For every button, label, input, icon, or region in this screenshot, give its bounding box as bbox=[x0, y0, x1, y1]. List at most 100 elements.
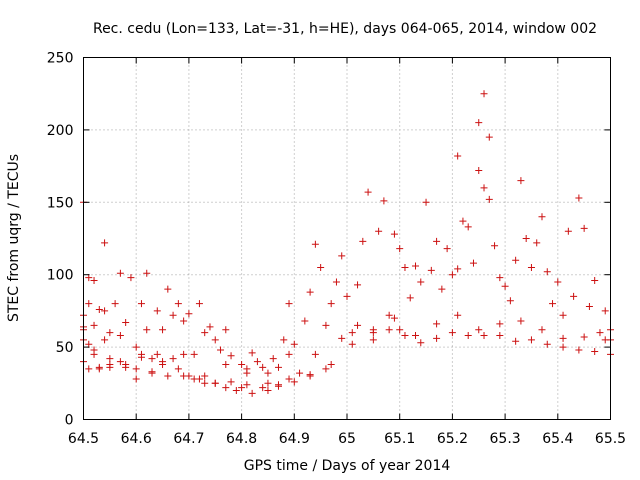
y-tick-label: 200 bbox=[47, 123, 74, 139]
data-point bbox=[585, 303, 593, 311]
data-point bbox=[85, 300, 93, 308]
data-point bbox=[401, 332, 409, 340]
data-point bbox=[385, 311, 393, 319]
data-point bbox=[259, 363, 267, 371]
data-point bbox=[195, 300, 203, 308]
data-point bbox=[601, 307, 609, 315]
plot-frame bbox=[83, 57, 611, 420]
data-point bbox=[90, 350, 98, 358]
data-point bbox=[211, 379, 219, 387]
data-point bbox=[201, 329, 209, 337]
data-point bbox=[296, 369, 304, 377]
data-point bbox=[211, 336, 219, 344]
data-point bbox=[132, 365, 140, 373]
data-point bbox=[533, 239, 541, 247]
x-tick-label: 64.6 bbox=[121, 431, 152, 447]
data-point bbox=[322, 321, 330, 329]
data-point bbox=[106, 329, 114, 337]
data-point bbox=[527, 263, 535, 271]
data-point bbox=[417, 339, 425, 347]
data-point bbox=[264, 369, 272, 377]
data-point bbox=[301, 317, 309, 325]
data-point bbox=[153, 307, 161, 315]
data-point bbox=[264, 379, 272, 387]
data-point bbox=[591, 276, 599, 284]
data-point bbox=[359, 237, 367, 245]
data-point bbox=[169, 311, 177, 319]
data-point bbox=[354, 281, 362, 289]
data-point bbox=[116, 358, 124, 366]
data-point bbox=[485, 133, 493, 141]
data-point bbox=[554, 278, 562, 286]
data-point bbox=[90, 276, 98, 284]
data-point bbox=[433, 237, 441, 245]
data-point bbox=[464, 223, 472, 231]
data-point bbox=[480, 90, 488, 98]
data-point bbox=[469, 259, 477, 267]
data-point bbox=[137, 300, 145, 308]
data-point bbox=[332, 278, 340, 286]
x-tick-label: 64.7 bbox=[173, 431, 204, 447]
data-point bbox=[601, 336, 609, 344]
data-point bbox=[559, 334, 567, 342]
data-point bbox=[90, 321, 98, 329]
data-point bbox=[575, 346, 583, 354]
data-point bbox=[311, 350, 319, 358]
data-point bbox=[174, 365, 182, 373]
y-tick-label: 250 bbox=[47, 51, 74, 67]
data-point bbox=[538, 213, 546, 221]
data-point bbox=[159, 326, 167, 334]
data-point bbox=[201, 372, 209, 380]
data-point bbox=[190, 350, 198, 358]
data-point bbox=[143, 326, 151, 334]
data-point bbox=[364, 188, 372, 196]
data-point bbox=[596, 329, 604, 337]
data-point bbox=[322, 365, 330, 373]
data-point bbox=[227, 352, 235, 360]
axis-ticks: 64.5 64.6 64.7 64.8 64.9 65 65.1 65.2 65.3 65.4 65… bbox=[47, 51, 626, 448]
data-point bbox=[317, 263, 325, 271]
data-point bbox=[180, 350, 188, 358]
data-point bbox=[475, 326, 483, 334]
data-point bbox=[422, 198, 430, 206]
data-point bbox=[454, 152, 462, 160]
data-point bbox=[253, 358, 261, 366]
data-point bbox=[369, 326, 377, 334]
y-axis-label: STEC from uqrg / TECUs bbox=[6, 154, 22, 322]
data-point bbox=[85, 274, 93, 282]
data-point bbox=[185, 310, 193, 318]
data-point bbox=[348, 329, 356, 337]
x-axis-label: GPS time / Days of year 2014 bbox=[244, 458, 451, 474]
data-point bbox=[132, 375, 140, 383]
data-point bbox=[480, 184, 488, 192]
data-point bbox=[111, 300, 119, 308]
data-point bbox=[427, 266, 435, 274]
data-point bbox=[564, 227, 572, 235]
x-tick-label: 65.5 bbox=[595, 431, 626, 447]
data-point bbox=[274, 363, 282, 371]
data-point bbox=[433, 320, 441, 328]
data-point bbox=[248, 389, 256, 397]
data-point bbox=[327, 360, 335, 368]
y-tick-label: 100 bbox=[47, 268, 74, 284]
data-point bbox=[290, 378, 298, 386]
data-point bbox=[475, 166, 483, 174]
data-point bbox=[549, 300, 557, 308]
data-point bbox=[222, 384, 230, 392]
data-point bbox=[485, 195, 493, 203]
data-point bbox=[285, 300, 293, 308]
data-point bbox=[396, 326, 404, 334]
y-tick-label: 50 bbox=[56, 340, 74, 356]
data-point bbox=[116, 269, 124, 277]
data-point bbox=[512, 256, 520, 264]
data-point bbox=[164, 372, 172, 380]
data-point bbox=[412, 262, 420, 270]
data-point bbox=[580, 224, 588, 232]
data-point bbox=[406, 294, 414, 302]
x-tick-label: 64.5 bbox=[68, 431, 99, 447]
y-tick-label: 0 bbox=[65, 413, 74, 429]
data-point bbox=[148, 355, 156, 363]
data-point bbox=[169, 355, 177, 363]
data-point bbox=[148, 368, 156, 376]
